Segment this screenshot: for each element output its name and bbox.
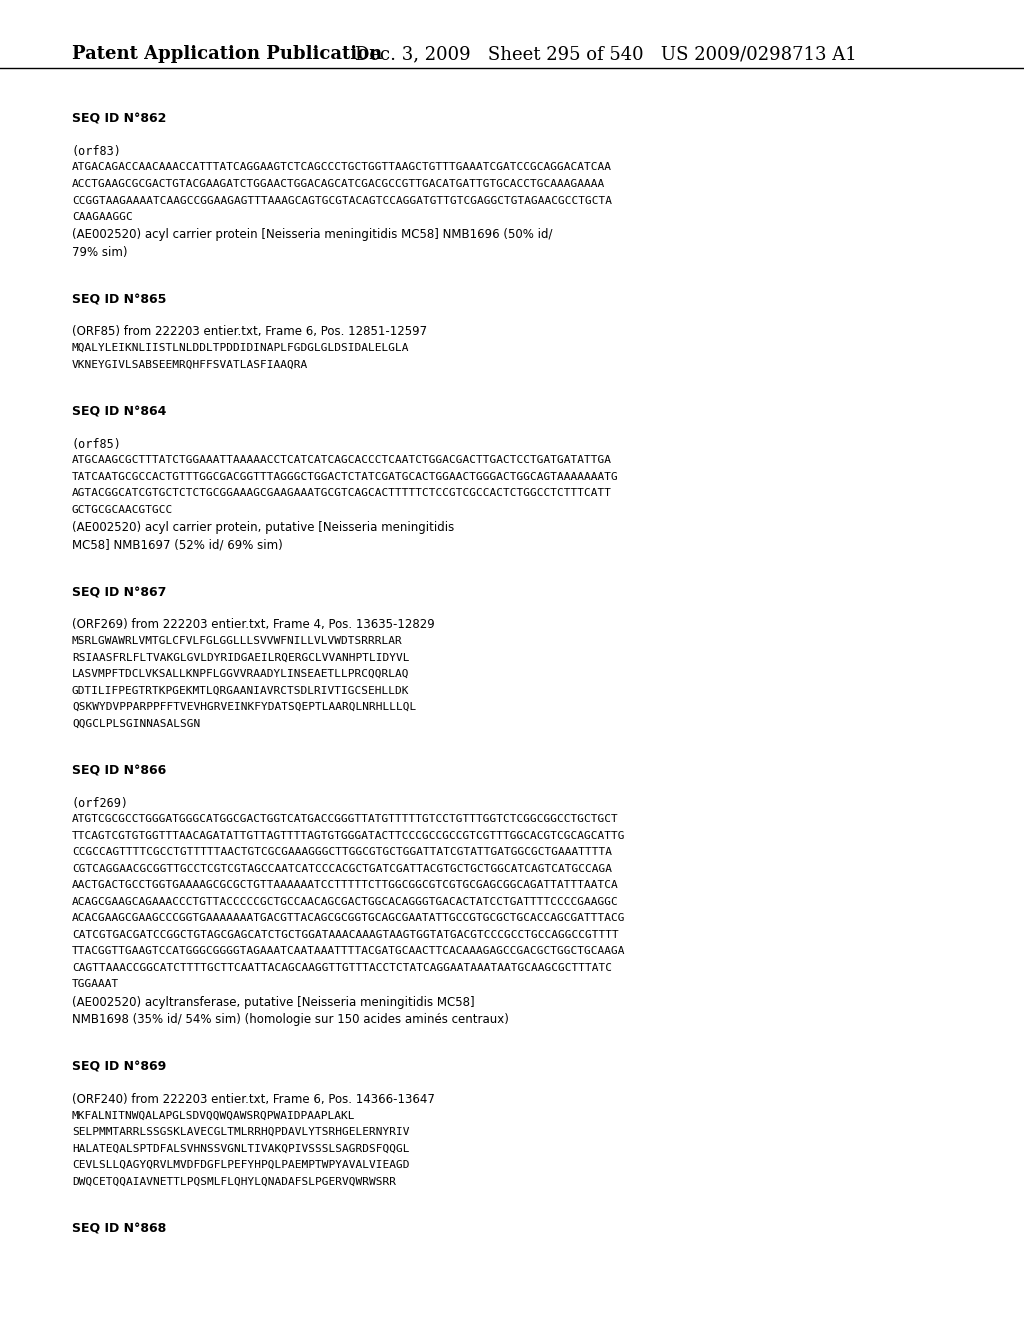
Text: (ORF85) from 222203 entier.txt, Frame 6, Pos. 12851-12597: (ORF85) from 222203 entier.txt, Frame 6,… bbox=[72, 326, 427, 338]
Text: MSRLGWAWRLVMTGLCFVLFGLGGLLLSVVWFNILLVLVWDTSRRRLAR: MSRLGWAWRLVMTGLCFVLFGLGGLLLSVVWFNILLVLVW… bbox=[72, 636, 402, 645]
Text: ATGACAGACCAACAAACCATTTATCAGGAAGTCTCAGCCCTGCTGGTTAAGCTGTTTGAAATCGATCCGCAGGACATCAA: ATGACAGACCAACAAACCATTTATCAGGAAGTCTCAGCCC… bbox=[72, 162, 612, 173]
Text: TGGAAAT: TGGAAAT bbox=[72, 979, 119, 990]
Text: Patent Application Publication: Patent Application Publication bbox=[72, 45, 382, 63]
Text: CAGTTAAACCGGCATCTTTTGCTTCAATTACAGCAAGGTTGTTTACCTCTATCAGGAATAAATAATGCAAGCGCTTTATC: CAGTTAAACCGGCATCTTTTGCTTCAATTACAGCAAGGTT… bbox=[72, 964, 612, 973]
Text: QQGCLPLSGINNASALSGN: QQGCLPLSGINNASALSGN bbox=[72, 718, 201, 729]
Text: MQALYLEIKNLIISTLNLDDLTPDDIDINAPLFGDGLGLDSIDALELGLA: MQALYLEIKNLIISTLNLDDLTPDDIDINAPLFGDGLGLD… bbox=[72, 343, 410, 352]
Text: MKFALNITNWQALAPGLSDVQQWQAWSRQPWAIDPAAPLAKL: MKFALNITNWQALAPGLSDVQQWQAWSRQPWAIDPAAPLA… bbox=[72, 1110, 355, 1121]
Text: QSKWYDVPPARPPFFTVEVHGRVEINKFYDATSQEPTLAARQLNRHLLLQL: QSKWYDVPPARPPFFTVEVHGRVEINKFYDATSQEPTLAA… bbox=[72, 702, 416, 711]
Text: ACACGAAGCGAAGCCCGGTGAAAAAAATGACGTTACAGCGCGGTGCAGCGAATATTGCCGTGCGCTGCACCAGCGATTTA: ACACGAAGCGAAGCCCGGTGAAAAAAATGACGTTACAGCG… bbox=[72, 913, 626, 924]
Text: SEQ ID N°869: SEQ ID N°869 bbox=[72, 1061, 166, 1074]
Text: CATCGTGACGATCCGGCTGTAGCGAGCATCTGCTGGATAAACAAAGTAAGTGGTATGACGTCCCGCCTGCCAGGCCGTTT: CATCGTGACGATCCGGCTGTAGCGAGCATCTGCTGGATAA… bbox=[72, 931, 618, 940]
Text: (ORF269) from 222203 entier.txt, Frame 4, Pos. 13635-12829: (ORF269) from 222203 entier.txt, Frame 4… bbox=[72, 619, 435, 631]
Text: CGTCAGGAACGCGGTTGCCTCGTCGTAGCCAATCATCCCACGCTGATCGATTACGTGCTGCTGGCATCAGTCATGCCAGA: CGTCAGGAACGCGGTTGCCTCGTCGTAGCCAATCATCCCA… bbox=[72, 865, 612, 874]
Text: ATGTCGCGCCTGGGATGGGCATGGCGACTGGTCATGACCGGGTTATGTTTTTGTCCTGTTTGGTCTCGGCGGCCTGCTGC: ATGTCGCGCCTGGGATGGGCATGGCGACTGGTCATGACCG… bbox=[72, 814, 618, 825]
Text: TTACGGTTGAAGTCCATGGGCGGGGTAGAAATCAATAAATTTTACGATGCAACTTCACAAAGAGCCGACGCTGGCTGCAA: TTACGGTTGAAGTCCATGGGCGGGGTAGAAATCAATAAAT… bbox=[72, 946, 626, 957]
Text: VKNEYGIVLSABSEEMRQHFFSVATLASFIAAQRA: VKNEYGIVLSABSEEMRQHFFSVATLASFIAAQRA bbox=[72, 359, 308, 370]
Text: TTCAGTCGTGTGGTTTAACAGATATTGTTAGTTTTAGTGTGGGATACTTCCCGCCGCCGTCGTTTGGCACGTCGCAGCAT: TTCAGTCGTGTGGTTTAACAGATATTGTTAGTTTTAGTGT… bbox=[72, 832, 626, 841]
Text: (ORF240) from 222203 entier.txt, Frame 6, Pos. 14366-13647: (ORF240) from 222203 entier.txt, Frame 6… bbox=[72, 1093, 435, 1106]
Text: SEQ ID N°862: SEQ ID N°862 bbox=[72, 114, 166, 125]
Text: CAAGAAGGC: CAAGAAGGC bbox=[72, 213, 133, 222]
Text: (orf85): (orf85) bbox=[72, 438, 122, 451]
Text: GCTGCGCAACGTGCC: GCTGCGCAACGTGCC bbox=[72, 506, 173, 515]
Text: SEQ ID N°864: SEQ ID N°864 bbox=[72, 407, 166, 418]
Text: ACAGCGAAGCAGAAACCCTGTTACCCCCGCTGCCAACAGCGACTGGCACAGGGTGACACTATCCTGATTTTCCCCGAAGG: ACAGCGAAGCAGAAACCCTGTTACCCCCGCTGCCAACAGC… bbox=[72, 898, 618, 907]
Text: (AE002520) acyl carrier protein, putative [Neisseria meningitidis: (AE002520) acyl carrier protein, putativ… bbox=[72, 521, 455, 535]
Text: ATGCAAGCGCTTTATCTGGAAATTAAAAACCTCATCATCAGCACCCTCAATCTGGACGACTTGACTCCTGATGATATTGA: ATGCAAGCGCTTTATCTGGAAATTAAAAACCTCATCATCA… bbox=[72, 455, 612, 466]
Text: (AE002520) acyl carrier protein [Neisseria meningitidis MC58] NMB1696 (50% id/: (AE002520) acyl carrier protein [Neisser… bbox=[72, 228, 553, 242]
Text: LASVMPFTDCLVKSALLKNPFLGGVVRAADYLINSEAETLLPRCQQRLAQ: LASVMPFTDCLVKSALLKNPFLGGVVRAADYLINSEAETL… bbox=[72, 669, 410, 678]
Text: Dec. 3, 2009   Sheet 295 of 540   US 2009/0298713 A1: Dec. 3, 2009 Sheet 295 of 540 US 2009/02… bbox=[355, 45, 857, 63]
Text: ACCTGAAGCGCGACTGTACGAAGATCTGGAACTGGACAGCATCGACGCCGTTGACATGATTGTGCACCTGCAAAGAAAA: ACCTGAAGCGCGACTGTACGAAGATCTGGAACTGGACAGC… bbox=[72, 180, 605, 189]
Text: SELPMMTARRLSSGSKLAVECGLTMLRRHQPDAVLYTSRHGELERNYRIV: SELPMMTARRLSSGSKLAVECGLTMLRRHQPDAVLYTSRH… bbox=[72, 1127, 410, 1137]
Text: TATCAATGCGCCACTGTTTGGCGACGGTTTAGGGCTGGACTCTATCGATGCACTGGAACTGGGACTGGCAGTAAAAAAAT: TATCAATGCGCCACTGTTTGGCGACGGTTTAGGGCTGGAC… bbox=[72, 473, 618, 482]
Text: (orf269): (orf269) bbox=[72, 797, 129, 810]
Text: (AE002520) acyltransferase, putative [Neisseria meningitidis MC58]: (AE002520) acyltransferase, putative [Ne… bbox=[72, 997, 475, 1008]
Text: (orf83): (orf83) bbox=[72, 145, 122, 158]
Text: SEQ ID N°866: SEQ ID N°866 bbox=[72, 766, 166, 777]
Text: CCGGTAAGAAAATCAAGCCGGAAGAGTTTAAAGCAGTGCGTACAGTCCAGGATGTTGTCGAGGCTGTAGAACGCCTGCTA: CCGGTAAGAAAATCAAGCCGGAAGAGTTTAAAGCAGTGCG… bbox=[72, 195, 612, 206]
Text: SEQ ID N°867: SEQ ID N°867 bbox=[72, 586, 166, 599]
Text: SEQ ID N°865: SEQ ID N°865 bbox=[72, 293, 166, 306]
Text: HALATEQALSPTDFALSVHNSSVGNLTIVAKQPIVSSSLSAGRDSFQQGL: HALATEQALSPTDFALSVHNSSVGNLTIVAKQPIVSSSLS… bbox=[72, 1143, 410, 1154]
Text: RSIAASFRLFLTVAKGLGVLDYRIDGAEILRQERGCLVVANHPTLIDYVL: RSIAASFRLFLTVAKGLGVLDYRIDGAEILRQERGCLVVA… bbox=[72, 652, 410, 663]
Text: MC58] NMB1697 (52% id/ 69% sim): MC58] NMB1697 (52% id/ 69% sim) bbox=[72, 539, 283, 552]
Text: GDTILIFPEGTRTKPGEKMTLQRGAANIAVRCTSDLRIVTIGCSEHLLDK: GDTILIFPEGTRTKPGEKMTLQRGAANIAVRCTSDLRIVT… bbox=[72, 685, 410, 696]
Text: AACTGACTGCCTGGTGAAAAGCGCGCTGTTAAAAAATCCTTTTTCTTGGCGGCGTCGTGCGAGCGGCAGATTATTTAATC: AACTGACTGCCTGGTGAAAAGCGCGCTGTTAAAAAATCCT… bbox=[72, 880, 618, 891]
Text: CEVLSLLQAGYQRVLMVDFDGFLPEFYHPQLPAEMPTWPYAVALVIEAGD: CEVLSLLQAGYQRVLMVDFDGFLPEFYHPQLPAEMPTWPY… bbox=[72, 1160, 410, 1170]
Text: AGTACGGCATCGTGCTCTCTGCGGAAAGCGAAGAAATGCGTCAGCACTTTTTCTCCGTCGCCACTCTGGCCTCTTTCATT: AGTACGGCATCGTGCTCTCTGCGGAAAGCGAAGAAATGCG… bbox=[72, 488, 612, 499]
Text: NMB1698 (35% id/ 54% sim) (homologie sur 150 acides aminés centraux): NMB1698 (35% id/ 54% sim) (homologie sur… bbox=[72, 1014, 509, 1027]
Text: SEQ ID N°868: SEQ ID N°868 bbox=[72, 1224, 166, 1236]
Text: CCGCCAGTTTTCGCCTGTTTTTAACTGTCGCGAAAGGGCTTGGCGTGCTGGATTATCGTATTGATGGCGCTGAAATTTTA: CCGCCAGTTTTCGCCTGTTTTTAACTGTCGCGAAAGGGCT… bbox=[72, 847, 612, 858]
Text: 79% sim): 79% sim) bbox=[72, 246, 128, 259]
Text: DWQCETQQAIAVNETTLPQSMLFLQHYLQNADAFSLPGERVQWRWSRR: DWQCETQQAIAVNETTLPQSMLFLQHYLQNADAFSLPGER… bbox=[72, 1176, 396, 1187]
